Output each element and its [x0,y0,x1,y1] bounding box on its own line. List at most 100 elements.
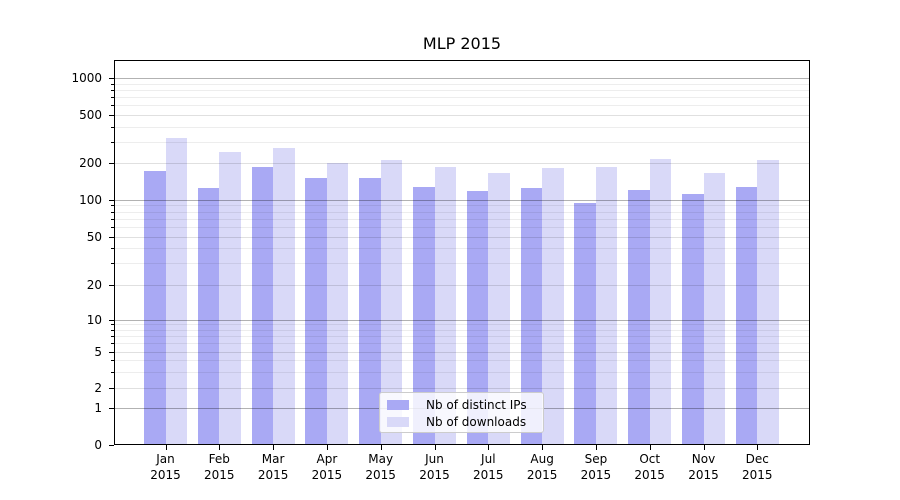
minor-gridline [115,205,809,207]
x-tick-label: Sep 2015 [568,451,624,483]
y-tick [109,351,114,353]
minor-gridline [115,248,809,250]
bar-ips-jan [144,171,166,445]
x-label-month: Aug [530,452,554,466]
minor-gridline [115,263,809,265]
labeled-gridline [115,284,809,286]
y-tick [109,408,114,410]
x-label-year: 2015 [580,468,612,482]
x-label-year: 2015 [419,468,450,482]
y-tick [109,284,114,286]
x-tick-label: Feb 2015 [191,451,247,483]
minor-gridline [115,105,809,107]
bar-ips-feb [197,187,220,445]
y-minor-tick [111,97,114,99]
x-tick [326,445,328,450]
x-label-year: 2015 [526,468,558,482]
x-label-year: 2015 [742,468,773,482]
labeled-gridline [115,236,809,238]
y-minor-tick [111,329,114,331]
bar-ips-may [359,177,381,445]
x-tick [380,445,382,450]
minor-gridline [115,90,809,92]
y-tick-label: 100 [79,192,102,207]
x-tick-label: Aug 2015 [514,451,570,483]
x-tick [434,445,436,450]
minor-gridline [115,97,809,99]
labeled-gridline [115,387,809,389]
chart-title: MLP 2015 [422,34,502,53]
x-label-month: Jan [156,452,175,466]
bar-ips-aug [520,187,543,445]
x-tick-label: Jan 2015 [138,451,194,483]
y-tick [109,163,114,165]
legend: Nb of distinct IPs Nb of downloads [379,392,544,433]
x-label-month: Mar [261,452,285,466]
x-label-month: Jun [425,452,444,466]
x-label-month: Nov [691,452,716,466]
x-tick [757,445,759,450]
minor-gridline [115,141,809,143]
legend-label: Nb of distinct IPs [426,398,527,412]
minor-gridline [115,83,809,85]
x-label-year: 2015 [365,468,396,482]
legend-swatch-ips [387,400,409,410]
x-tick-label: Jun 2015 [407,451,463,483]
bar-downloads-may [380,160,403,445]
y-tick [109,78,114,80]
y-tick-label: 20 [86,277,102,292]
y-minor-tick [111,90,114,92]
x-label-month: Oct [639,452,661,466]
x-label-year: 2015 [473,468,504,482]
bar-downloads-apr [326,162,349,445]
y-minor-tick [111,218,114,220]
minor-gridline [115,371,809,373]
y-minor-tick [111,83,114,85]
minor-gridline [115,226,809,228]
y-minor-tick [111,141,114,143]
x-label-month: May [368,452,394,466]
y-tick [109,199,114,201]
major-gridline [115,199,809,201]
bar-downloads-mar [273,148,295,445]
y-minor-tick [111,371,114,373]
y-minor-tick [111,324,114,326]
x-label-year: 2015 [634,468,665,482]
bar-downloads-sep [595,166,618,445]
labeled-gridline [115,163,809,165]
x-tick [273,445,275,450]
y-minor-tick [111,248,114,250]
bar-ips-dec [735,186,758,445]
bar-ips-mar [251,167,274,445]
x-label-year: 2015 [204,468,235,482]
minor-gridline [115,211,809,213]
x-label-year: 2015 [150,468,181,482]
x-tick-label: Jul 2015 [460,451,516,483]
y-tick-label: 2 [94,380,102,395]
bar-downloads-nov [703,172,725,445]
x-tick-label: Dec 2015 [729,451,785,483]
y-tick [109,236,114,238]
x-label-month: Dec [745,452,769,466]
x-label-year: 2015 [257,468,289,482]
bar-downloads-oct [649,158,672,445]
x-tick-label: May 2015 [353,451,409,483]
minor-gridline [115,343,809,345]
legend-row: Nb of downloads [387,414,535,430]
bar-ips-nov [682,193,704,445]
y-tick-label: 5 [94,344,102,359]
y-minor-tick [111,126,114,128]
y-tick-label: 200 [79,156,102,171]
minor-gridline [115,218,809,220]
x-tick [649,445,651,450]
bar-ips-oct [628,190,650,445]
y-minor-tick [111,226,114,228]
bar-downloads-feb [219,151,241,445]
bar-ips-jul [466,190,489,445]
x-label-month: Sep [584,452,608,466]
y-minor-tick [111,335,114,337]
y-tick-label: 500 [79,107,102,122]
y-tick [109,319,114,321]
x-label-month: Jul [481,452,496,466]
